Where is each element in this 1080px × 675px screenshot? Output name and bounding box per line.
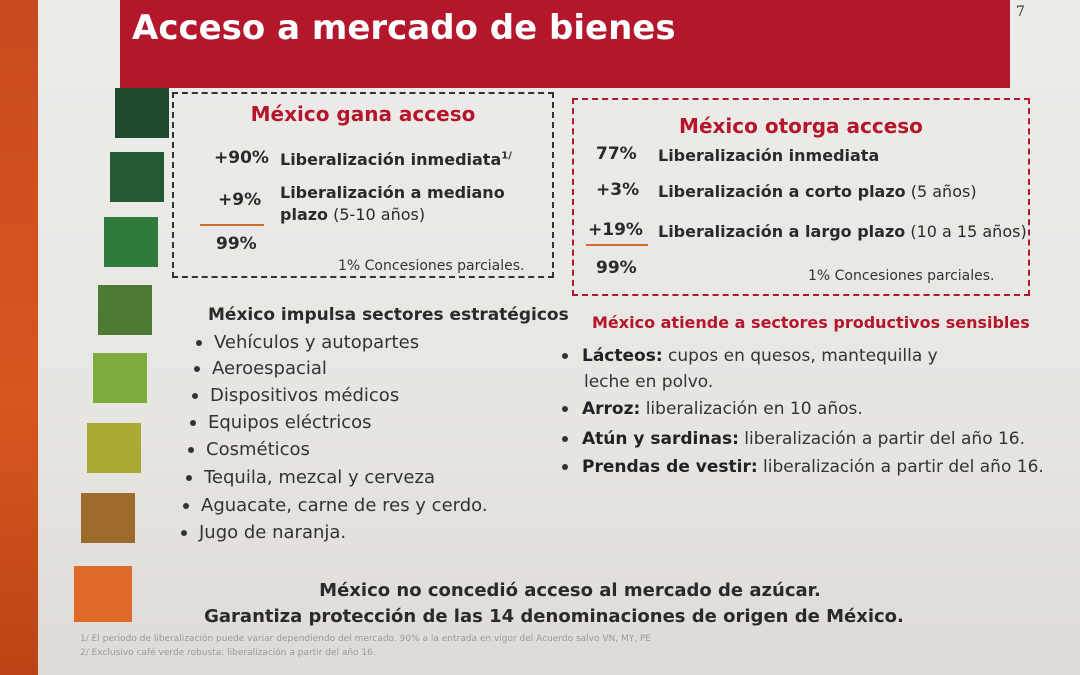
left-row-1-label: Liberalización inmediata1/ <box>280 150 512 169</box>
list-item-text: cupos en quesos, mantequilla y <box>662 346 938 366</box>
list-item-heading: Arroz: <box>582 399 641 419</box>
color-swatch <box>115 88 169 138</box>
list-item-text: liberalización a partir del año 16. <box>757 457 1044 477</box>
left-access-box: México gana acceso +90% Liberalización i… <box>172 92 554 278</box>
left-row-2-text: Liberalización a mediano <box>280 183 505 202</box>
page-number: 7 <box>1016 4 1025 20</box>
right-row-1-text: Liberalización inmediata <box>658 146 880 165</box>
right-row-3-text: Liberalización a largo plazo <box>658 222 906 241</box>
color-swatch <box>104 217 158 267</box>
right-total-pct: 99% <box>596 258 637 278</box>
list-item: Atún y sardinas: liberalización a partir… <box>562 429 1025 449</box>
color-swatch <box>98 285 152 335</box>
list-item-text: Equipos eléctricos <box>208 412 372 433</box>
left-row-2-range: (5-10 años) <box>328 205 426 224</box>
color-swatch <box>110 152 164 202</box>
right-access-box: México otorga acceso 77% Liberalización … <box>572 98 1030 296</box>
left-partial-note: 1% Concesiones parciales. <box>338 258 525 274</box>
list-item-heading: Atún y sardinas: <box>582 429 739 449</box>
list-item: Prendas de vestir: liberalización a part… <box>562 457 1044 477</box>
list-item: Arroz: liberalización en 10 años. <box>562 399 863 419</box>
list-item: Aeroespacial <box>194 358 327 379</box>
footnote-2: 2/ Exclusivo café verde robusta: liberal… <box>80 648 376 658</box>
left-total-pct: 99% <box>216 234 257 254</box>
right-row-2-extra: (5 años) <box>905 182 977 201</box>
list-item-text: Aguacate, carne de res y cerdo. <box>201 495 488 516</box>
footnote-1: 1/ El periodo de liberalización puede va… <box>80 634 652 644</box>
list-item-heading: Lácteos: <box>582 346 663 366</box>
list-item: Cosméticos <box>188 439 310 460</box>
list-item-text: Dispositivos médicos <box>210 385 400 406</box>
left-row-1-text: Liberalización inmediata <box>280 150 502 169</box>
total-underline <box>200 224 264 226</box>
right-row-2-text: Liberalización a corto plazo <box>658 182 906 201</box>
right-partial-note: 1% Concesiones parciales. <box>808 268 995 284</box>
list-item-text: Jugo de naranja. <box>199 522 347 543</box>
list-item: Aguacate, carne de res y cerdo. <box>183 495 488 516</box>
footer-line-1: México no concedió acceso al mercado de … <box>319 580 821 601</box>
list-item: Dispositivos médicos <box>192 385 399 406</box>
list-item: Equipos eléctricos <box>190 412 372 433</box>
list-item-text: liberalización en 10 años. <box>640 399 863 419</box>
title-banner: Acceso a mercado de bienes <box>120 0 1010 88</box>
footnote-ref: 1/ <box>501 150 512 162</box>
left-row-2-label: Liberalización a mediano plazo (5-10 año… <box>280 182 505 226</box>
color-swatch <box>93 353 147 403</box>
right-row-3-label: Liberalización a largo plazo (10 a 15 añ… <box>658 222 1027 241</box>
right-row-3-extra: (10 a 15 años) <box>905 222 1027 241</box>
list-item-text: Vehículos y autopartes <box>214 332 420 353</box>
color-swatch <box>81 493 135 543</box>
list-item: Jugo de naranja. <box>181 522 346 543</box>
document-page <box>38 0 1080 675</box>
left-row-1-pct: +90% <box>214 148 269 168</box>
left-box-heading: México gana acceso <box>250 102 476 126</box>
list-item-heading: Prendas de vestir: <box>582 457 758 477</box>
right-section-title: México atiende a sectores productivos se… <box>592 313 1030 332</box>
left-row-2-pct: +9% <box>218 190 262 210</box>
list-item-text: Tequila, mezcal y cerveza <box>204 467 435 488</box>
right-row-1-label: Liberalización inmediata <box>658 146 879 165</box>
list-item: Vehículos y autopartes <box>196 332 419 353</box>
color-swatch <box>74 566 132 622</box>
list-item-text: liberalización a partir del año 16. <box>738 429 1026 449</box>
right-row-3-pct: +19% <box>588 220 643 240</box>
list-item-continuation: leche en polvo. <box>584 372 714 392</box>
left-section-title: México impulsa sectores estratégicos <box>208 305 569 325</box>
list-item: Tequila, mezcal y cerveza <box>186 467 435 488</box>
right-box-heading: México otorga acceso <box>679 114 923 138</box>
right-row-2-pct: +3% <box>596 180 640 200</box>
left-row-2-text2: plazo <box>280 205 329 224</box>
list-item-text: Cosméticos <box>206 439 310 460</box>
list-item: Lácteos: cupos en quesos, mantequilla y <box>562 346 938 366</box>
color-swatch <box>87 423 141 473</box>
page-title: Acceso a mercado de bienes <box>132 8 676 48</box>
right-row-2-label: Liberalización a corto plazo (5 años) <box>658 182 977 201</box>
list-item-text: Aeroespacial <box>212 358 327 379</box>
right-row-1-pct: 77% <box>596 144 637 164</box>
total-underline <box>586 244 648 246</box>
footer-line-2: Garantiza protección de las 14 denominac… <box>204 606 904 627</box>
